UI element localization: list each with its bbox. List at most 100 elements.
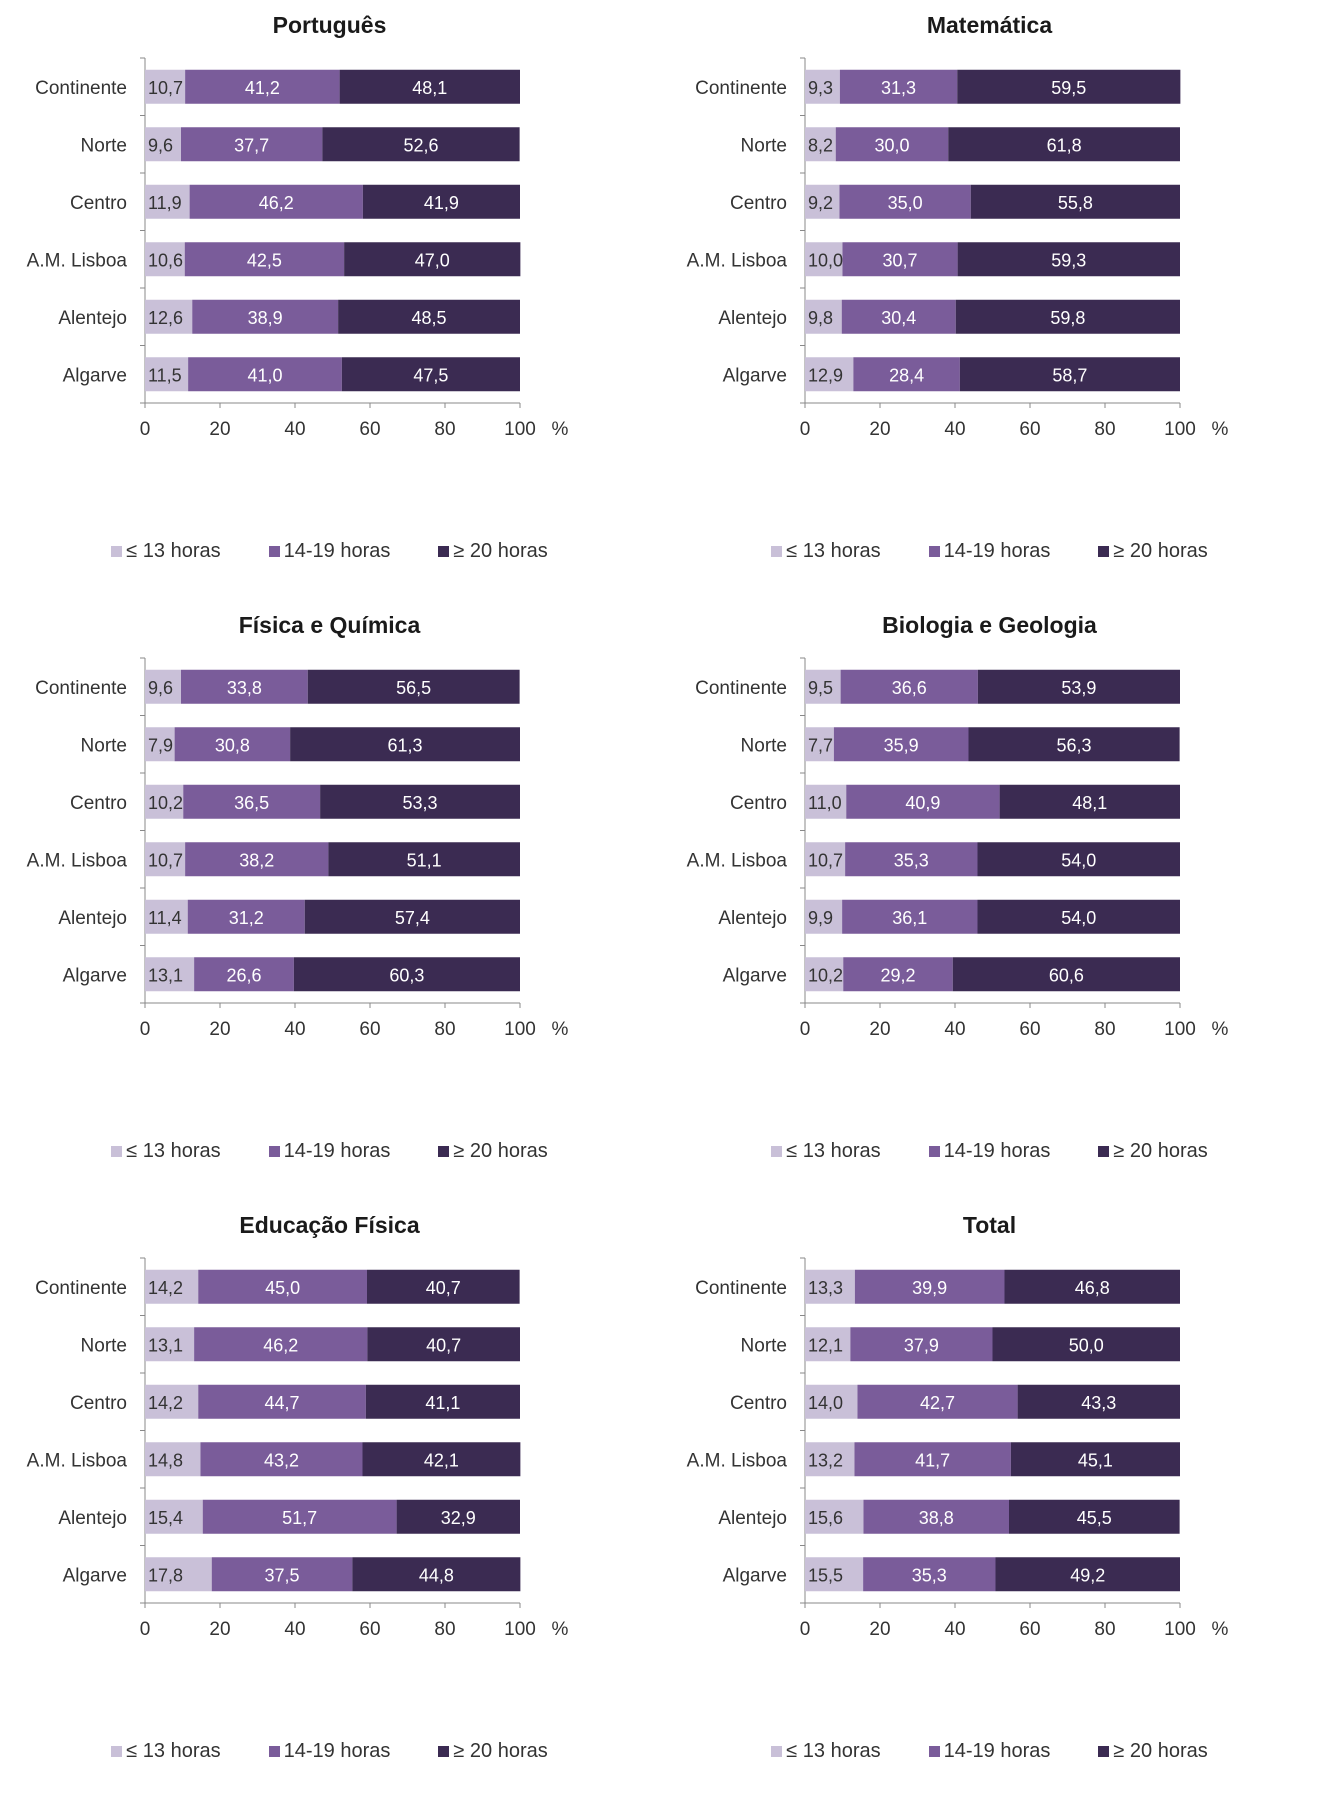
- legend-swatch-icon: [771, 1146, 783, 1157]
- chart-legend: ≤ 13 horas 14-19 horas ≥ 20 horas: [0, 1140, 659, 1163]
- data-label-14-19: 45,0: [265, 1278, 300, 1298]
- bar-segment-le13: [145, 299, 193, 334]
- x-tick-label: 40: [284, 1019, 305, 1040]
- data-label-le13: 11,5: [148, 365, 182, 385]
- bar-segment-le13: [805, 669, 841, 704]
- chart-title: Física e Química: [238, 612, 421, 638]
- legend-label: ≤ 13 horas: [126, 1740, 221, 1762]
- x-axis-unit-label: %: [552, 1019, 569, 1040]
- category-label: Algarve: [723, 965, 787, 986]
- bar-segment-14-19: [863, 1557, 996, 1592]
- category-label: A.M. Lisboa: [687, 250, 788, 271]
- x-axis-unit-label: %: [552, 1619, 569, 1640]
- chart-title: Educação Física: [239, 1212, 420, 1238]
- data-label-ge20: 61,3: [388, 735, 423, 755]
- legend-swatch-icon: [111, 1746, 123, 1757]
- category-label: Alentejo: [58, 308, 127, 329]
- x-tick-label: 0: [800, 1019, 811, 1040]
- bar-segment-ge20: [341, 357, 520, 392]
- x-tick-label: 20: [869, 1619, 890, 1640]
- x-tick-label: 100: [504, 1619, 536, 1640]
- legend-item-ge20: ≥ 20 horas: [1098, 1140, 1208, 1163]
- data-label-le13: 11,0: [808, 793, 842, 813]
- category-label: Norte: [741, 135, 787, 156]
- data-label-le13: 10,6: [148, 250, 183, 270]
- category-label: A.M. Lisboa: [27, 1450, 128, 1471]
- legend-swatch-icon: [1098, 546, 1110, 557]
- data-label-14-19: 36,5: [234, 793, 269, 813]
- legend-item-ge20: ≥ 20 horas: [438, 540, 548, 563]
- data-label-14-19: 41,0: [247, 365, 282, 385]
- data-label-le13: 9,3: [808, 78, 833, 98]
- legend-swatch-icon: [928, 1146, 940, 1157]
- bar-segment-le13: [805, 784, 847, 819]
- bar-segment-le13: [145, 669, 181, 704]
- bar-segment-14-19: [194, 1327, 368, 1362]
- bar-segment-14-19: [200, 1442, 363, 1477]
- legend-label: 14-19 horas: [943, 1140, 1051, 1162]
- legend-item-le13: ≤ 13 horas: [111, 1140, 221, 1163]
- bar-segment-14-19: [198, 1269, 367, 1304]
- bar-segment-le13: [805, 1499, 864, 1534]
- legend-swatch-icon: [111, 1146, 123, 1157]
- data-label-14-19: 30,8: [215, 735, 250, 755]
- data-label-ge20: 45,5: [1077, 1508, 1112, 1528]
- x-tick-label: 80: [1094, 419, 1115, 440]
- data-label-ge20: 42,1: [424, 1450, 459, 1470]
- x-tick-label: 40: [944, 1619, 965, 1640]
- legend-swatch-icon: [1098, 1746, 1110, 1757]
- data-label-14-19: 40,9: [905, 793, 940, 813]
- bar-segment-le13: [145, 357, 189, 392]
- x-tick-label: 60: [1019, 419, 1040, 440]
- data-label-le13: 15,6: [808, 1508, 843, 1528]
- x-tick-label: 0: [140, 419, 151, 440]
- x-tick-label: 60: [1019, 1619, 1040, 1640]
- data-label-14-19: 31,2: [229, 908, 264, 928]
- bar-segment-ge20: [322, 127, 520, 162]
- data-label-14-19: 28,4: [889, 365, 924, 385]
- bar-segment-14-19: [842, 242, 958, 277]
- data-label-ge20: 40,7: [426, 1335, 461, 1355]
- bar-segment-le13: [145, 184, 190, 219]
- bar-segment-14-19: [198, 1384, 366, 1419]
- x-tick-label: 60: [359, 1019, 380, 1040]
- bar-segment-le13: [145, 69, 186, 104]
- bar-segment-le13: [145, 242, 185, 277]
- bar-segment-14-19: [181, 127, 323, 162]
- legend-swatch-icon: [928, 1746, 940, 1757]
- data-label-14-19: 33,8: [227, 678, 262, 698]
- bar-segment-le13: [145, 1499, 203, 1534]
- legend-label: ≤ 13 horas: [126, 540, 221, 562]
- data-label-14-19: 42,5: [247, 250, 282, 270]
- chart-legend: ≤ 13 horas 14-19 horas ≥ 20 horas: [660, 1740, 1319, 1763]
- bar-segment-ge20: [970, 184, 1180, 219]
- bar-segment-14-19: [188, 357, 342, 392]
- data-label-14-19: 36,1: [892, 908, 927, 928]
- data-label-le13: 7,9: [148, 735, 173, 755]
- data-label-14-19: 31,3: [881, 78, 916, 98]
- bar-segment-le13: [145, 1269, 199, 1304]
- bar-segment-14-19: [174, 727, 291, 762]
- data-label-ge20: 50,0: [1069, 1335, 1104, 1355]
- bar-segment-ge20: [957, 242, 1180, 277]
- bar-segment-14-19: [854, 1269, 1005, 1304]
- category-label: Centro: [730, 193, 787, 214]
- bar-segment-ge20: [396, 1499, 520, 1534]
- category-label: Alentejo: [58, 908, 127, 929]
- legend-swatch-icon: [928, 546, 940, 557]
- legend-label: 14-19 horas: [943, 1740, 1051, 1762]
- data-label-14-19: 37,5: [265, 1565, 300, 1585]
- bar-segment-le13: [145, 1442, 201, 1477]
- bar-segment-14-19: [187, 899, 305, 934]
- x-tick-label: 60: [359, 419, 380, 440]
- category-label: Centro: [70, 793, 127, 814]
- category-label: Algarve: [723, 1565, 787, 1586]
- bar-segment-ge20: [339, 69, 520, 104]
- legend-label: ≥ 20 horas: [453, 1740, 548, 1762]
- data-label-ge20: 59,8: [1050, 308, 1085, 328]
- chart-biologia-geologia: Biologia e Geologia Continente 9,5 36,6 53,…: [660, 600, 1319, 1200]
- legend-label: ≥ 20 horas: [1113, 1740, 1208, 1762]
- bar-segment-ge20: [367, 1327, 520, 1362]
- data-label-14-19: 41,7: [915, 1450, 950, 1470]
- chart-total: Total Continente 13,3 39,9 46,8 Norte 12,1 37,…: [660, 1200, 1319, 1800]
